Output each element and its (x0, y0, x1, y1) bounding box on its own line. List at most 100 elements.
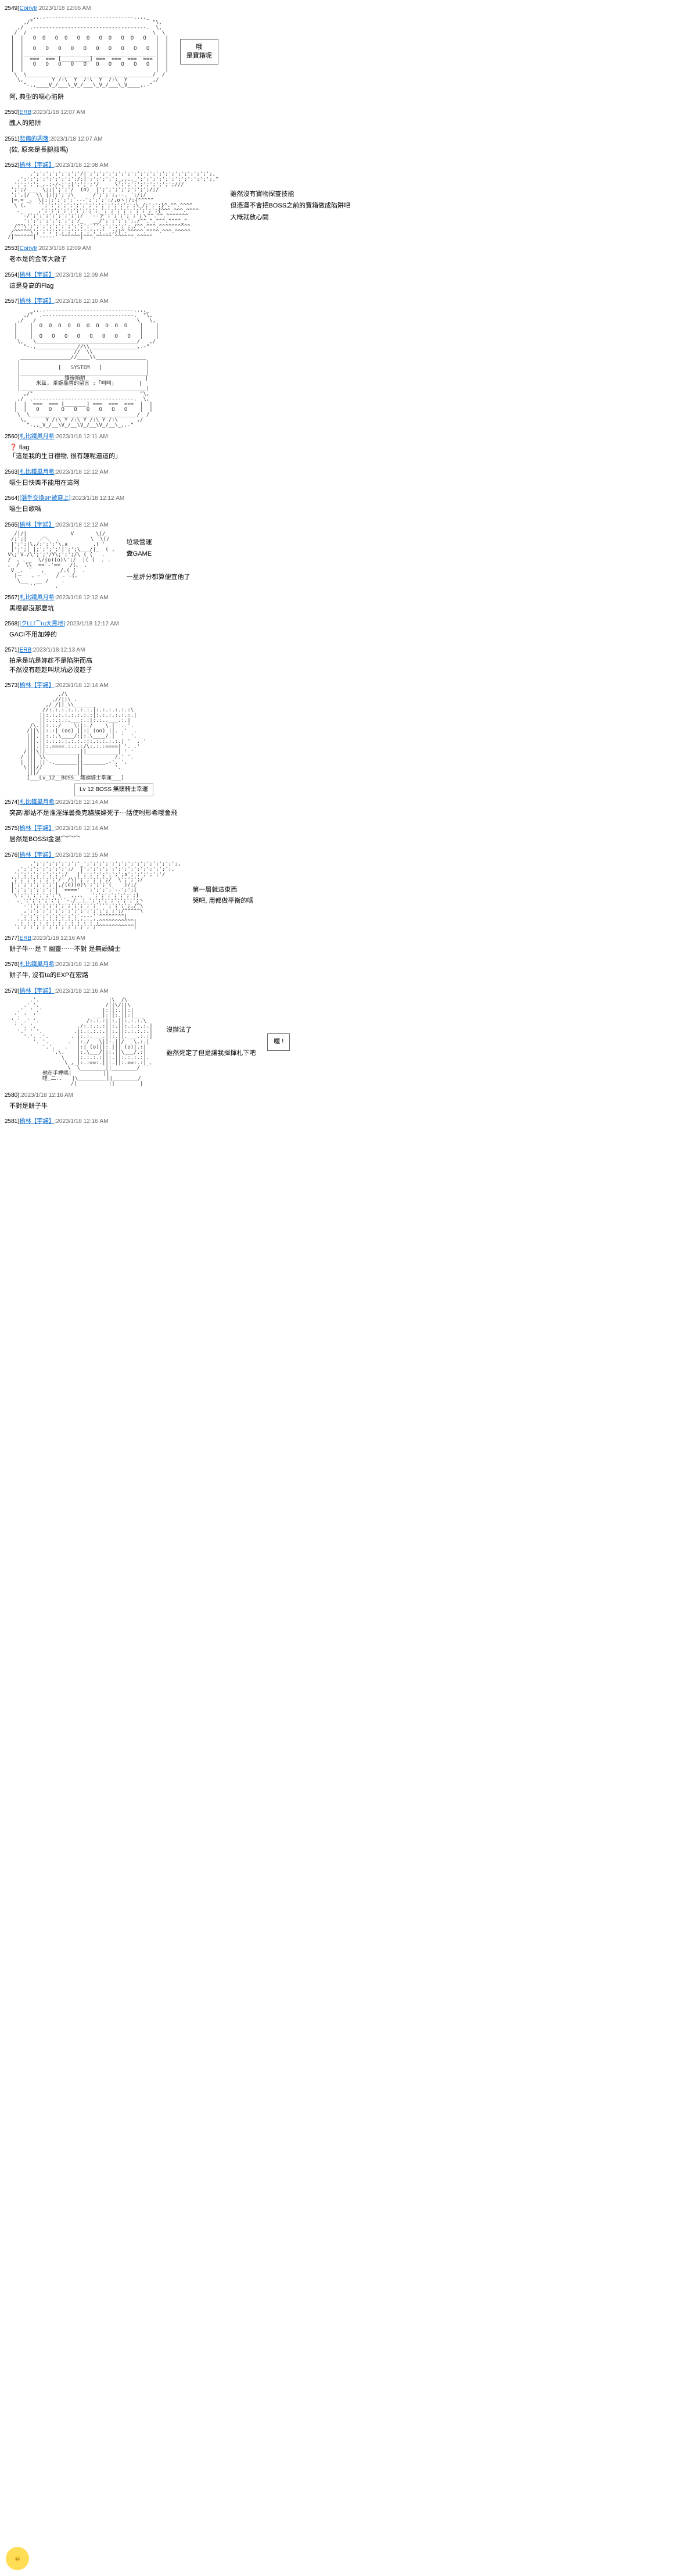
art-row: ,/\ ,//||\ . ,/_/||_\\_______ //:.:.:.:.… (5, 690, 692, 783)
post-number: 2567) (5, 595, 20, 601)
ascii-art: ,/\ ,//||\ . ,/_/||_\\_______ //:.:.:.:.… (5, 692, 146, 781)
post-body: 這是身高的Flag (9, 282, 692, 291)
forum-post: 2576)榆林【宇諾】:2023/1/18 12:15 AM ,';';';';… (5, 851, 692, 932)
post-number: 2573) (5, 682, 20, 689)
post-header: 2577)ERB:2023/1/18 12:16 AM (5, 935, 692, 943)
forum-post: 2578)札比鐵風月希:2023/1/18 12:16 AM餅子牛, 沒有ta的… (5, 961, 692, 980)
ascii-art: ,';';';';';';';'/|';';';';';';';';';';';… (5, 172, 218, 240)
watermark-logo: 😊 (6, 2547, 29, 2570)
post-date: :2023/1/18 12:16 AM (55, 1118, 109, 1125)
post-date: :2023/1/18 12:13 AM (31, 647, 85, 653)
post-header: 2567)札比鐵風月希:2023/1/18 12:12 AM (5, 594, 692, 602)
post-username[interactable]: 榆林【宇諾】 (20, 272, 55, 278)
post-username[interactable]: [潛手交換9P被穿上] (20, 495, 71, 502)
post-date: :2023/1/18 12:16 AM (55, 961, 109, 968)
forum-post: 2580):2023/1/18 12:16 AM不對是餅子牛 (5, 1092, 692, 1111)
forum-post: 2550)ERB:2023/1/18 12:07 AM醜人的陷阱 (5, 109, 692, 128)
post-body: 餅子牛, 沒有ta的EXP在宏路 (9, 971, 692, 980)
post-body: 餅子牛⋯是 T 幽靈⋯⋯不對 是無頭騎士 (9, 945, 692, 954)
side-dialogue: 沒辦法了雖然死定了但是讓我揮揮札下吧 (166, 1025, 256, 1059)
forum-post: 2563)札比鐵風月希:2023/1/18 12:12 AM 噁生日快樂不能用在這… (5, 468, 692, 488)
post-username[interactable]: 榆林【宇諾】 (20, 522, 55, 528)
forum-post: 2553)Corrvtr:2023/1/18 12:09 AM老本是的金等大啟子 (5, 245, 692, 264)
forum-post: 2564)[潛手交換9P被穿上]:2023/1/18 12:12 AM噁生日歌嗎 (5, 495, 692, 514)
ascii-art: _,,..-‐‐‐‐‐‐‐‐‐‐‐‐‐‐‐‐‐‐‐‐‐‐‐‐‐‐-..,,_ ,… (5, 308, 159, 428)
forum-post: 2567)札比鐵風月希:2023/1/18 12:12 AM 黑噁都沒那麼坑 (5, 594, 692, 613)
forum-post: 2575)榆林【宇諾】:2023/1/18 12:14 AM 居然是BOSSI金混… (5, 825, 692, 844)
post-number: 2557) (5, 298, 20, 305)
post-username[interactable]: 札比鐵風月希 (20, 434, 55, 440)
post-username[interactable]: 札比鐵風月希 (20, 799, 55, 806)
post-username[interactable]: 榆林【宇諾】 (20, 852, 55, 858)
ascii-art: _,,..-‐‐‐‐‐‐‐‐‐‐‐‐‐‐‐‐‐‐‐‐‐‐‐‐‐‐-..,,_ ,… (5, 15, 168, 88)
post-username[interactable]: 札比鐵風月希 (20, 595, 55, 601)
art-row: ,';';';';';';';'/|';';';';';';';';';';';… (5, 170, 692, 242)
side-dialogue: 垃圾營運糞GAME一星評分都算便宜他了 (127, 537, 191, 583)
side-dialogue: 第一層就這東西哭吧, 用都做平衡的嗎 (192, 885, 253, 908)
post-header: 2579)榆林【宇諾】:2023/1/18 12:16 AM (5, 988, 692, 996)
post-header: 2554)榆林【宇諾】:2023/1/18 12:09 AM (5, 271, 692, 280)
post-date: :2023/1/18 12:07 AM (31, 109, 85, 116)
post-body: ❓ flag「這是我的生日禮物, 很有趣呢還這的」 (9, 443, 692, 461)
post-username[interactable]: 悲傷的凋落 (20, 136, 49, 142)
post-number: 2554) (5, 272, 20, 278)
post-username[interactable]: Corrvtr (20, 5, 38, 12)
post-date: :2023/1/18 12:12 AM (65, 621, 119, 627)
post-header: 2575)榆林【宇諾】:2023/1/18 12:14 AM (5, 825, 692, 833)
post-number: 2577) (5, 935, 20, 942)
post-number: 2553) (5, 245, 20, 252)
post-header: 2563)札比鐵風月希:2023/1/18 12:12 AM (5, 468, 692, 477)
post-number: 2576) (5, 852, 20, 858)
post-header: 2553)Corrvtr:2023/1/18 12:09 AM (5, 245, 692, 253)
post-username[interactable]: ERB (20, 109, 32, 116)
post-number: 2549) (5, 5, 20, 12)
post-date: :2023/1/18 12:14 AM (55, 825, 109, 832)
post-header: 2568)[クLLI⌒ru天黑地]:2023/1/18 12:12 AM (5, 620, 692, 628)
post-username[interactable]: 榆林【宇諾】 (20, 1118, 55, 1125)
post-number: 2564) (5, 495, 20, 502)
post-number: 2568) (5, 621, 20, 627)
post-username[interactable]: 札比鐵風月希 (20, 469, 55, 475)
post-username[interactable]: Corrvtr (20, 245, 38, 252)
art-row: _,,..-‐‐‐‐‐‐‐‐‐‐‐‐‐‐‐‐‐‐‐‐‐‐‐‐‐‐-..,,_ ,… (5, 306, 692, 431)
post-username[interactable]: ERB (20, 935, 32, 942)
post-number: 2560) (5, 434, 20, 440)
speech-box: 哦是寶箱呢 (180, 39, 218, 65)
post-date: :2023/1/18 12:11 AM (55, 434, 108, 440)
post-number: 2580) (5, 1092, 20, 1099)
post-username[interactable]: 榆林【宇諾】 (20, 988, 55, 994)
post-date: :2023/1/18 12:12 AM (55, 469, 109, 475)
post-body: 居然是BOSSI金混⌒⌒⌒ (9, 835, 692, 844)
post-number: 2575) (5, 825, 20, 832)
post-header: 2576)榆林【宇諾】:2023/1/18 12:15 AM (5, 851, 692, 860)
post-username[interactable]: 榆林【宇諾】 (20, 298, 55, 305)
post-username[interactable]: ERB (20, 647, 32, 653)
post-body: 黑噁都沒那麼坑 (9, 604, 692, 613)
post-username[interactable]: 榆林【宇諾】 (20, 162, 55, 169)
post-username[interactable]: 札比鐵風月希 (20, 961, 55, 968)
art-row: .'. |\ /\ .' '. /||\/||\ .' ' .' |:||:.|… (5, 996, 692, 1089)
post-number: 2574) (5, 799, 20, 806)
forum-post: 2554)榆林【宇諾】:2023/1/18 12:09 AM 這是身高的Flag (5, 271, 692, 291)
post-body: 拍承是坑是妳趁不是陷阱而高不然沒有趁趁叫坑坑必沒趁子 (9, 657, 692, 675)
post-header: 2580):2023/1/18 12:16 AM (5, 1092, 692, 1100)
post-date: :2023/1/18 12:10 AM (55, 298, 109, 305)
post-number: 2579) (5, 988, 20, 994)
ascii-art: /|/| V \(/ /;';| ／＼ . \ \(/ |';';|\,/;';… (5, 532, 115, 589)
art-row: _,,..-‐‐‐‐‐‐‐‐‐‐‐‐‐‐‐‐‐‐‐‐‐‐‐‐‐‐-..,,_ ,… (5, 13, 692, 91)
post-body: 噁生日歌嗎 (9, 505, 692, 514)
post-header: 2573)榆林【宇諾】:2023/1/18 12:14 AM (5, 682, 692, 690)
art-row: /|/| V \(/ /;';| ／＼ . \ \(/ |';';|\,/;';… (5, 529, 692, 592)
speech-box: 喔 ! (267, 1033, 290, 1050)
post-body: GACI不用加婷的 (9, 631, 692, 639)
post-username[interactable]: 榆林【宇諾】 (20, 682, 55, 689)
post-number: 2550) (5, 109, 20, 116)
forum-post: 2571)ERB:2023/1/18 12:13 AM拍承是坑是妳趁不是陷阱而高… (5, 646, 692, 675)
post-username[interactable]: [クLLI⌒ru天黑地] (20, 621, 65, 627)
ascii-art: .'. |\ /\ .' '. /||\/||\ .' ' .' |:||:.|… (5, 998, 155, 1087)
post-username[interactable]: 榆林【宇諾】 (20, 825, 55, 832)
forum-post: 2560)札比鐵風月希:2023/1/18 12:11 AM ❓ flag「這是我… (5, 433, 692, 461)
post-body: 噁生日快樂不能用在這阿 (9, 479, 692, 488)
post-date: :2023/1/18 12:15 AM (55, 852, 109, 858)
post-date: :2023/1/18 12:12 AM (55, 595, 109, 601)
